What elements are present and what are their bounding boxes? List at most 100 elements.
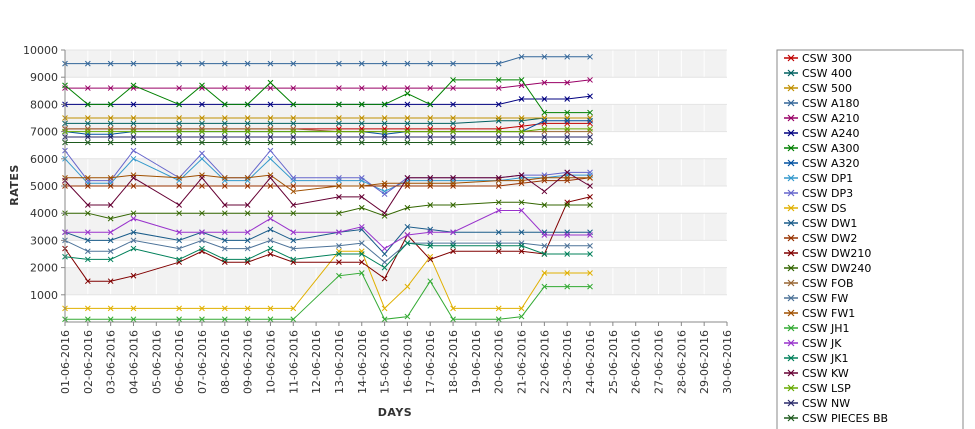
data-point-marker — [587, 251, 593, 257]
legend-label: CSW FOB — [802, 277, 854, 290]
legend-label: CSW DW1 — [802, 217, 857, 230]
legend-item: CSW DP3 — [784, 187, 853, 200]
series-group — [62, 53, 593, 67]
data-point-marker — [290, 139, 297, 146]
data-point-marker — [244, 245, 251, 252]
x-tick-label: 05-06-2016 — [150, 330, 163, 394]
data-point-marker — [450, 174, 456, 181]
data-point-marker — [199, 210, 205, 217]
data-point-marker — [450, 242, 456, 249]
data-point-marker — [381, 128, 388, 135]
data-point-marker — [244, 183, 251, 189]
data-point-marker — [518, 134, 525, 140]
data-point-marker — [130, 101, 137, 108]
data-point-marker — [450, 115, 456, 121]
legend-marker — [787, 144, 795, 152]
data-point-marker — [404, 313, 411, 320]
legend-label: CSW DW2 — [802, 232, 857, 245]
legend-label: CSW KW — [802, 367, 849, 380]
data-point-marker — [199, 183, 205, 189]
y-tick-label: 7000 — [30, 126, 58, 139]
data-point-marker — [518, 207, 525, 214]
data-point-marker — [290, 128, 297, 135]
data-point-marker — [267, 237, 274, 244]
data-point-marker — [221, 316, 228, 323]
series-group — [62, 169, 593, 217]
data-point-marker — [381, 85, 388, 91]
y-tick-label: 3000 — [30, 234, 58, 247]
data-point-marker — [427, 134, 434, 140]
data-point-marker — [404, 120, 411, 127]
legend-label: CSW 400 — [802, 67, 852, 80]
data-point-marker — [107, 248, 114, 255]
legend-marker — [787, 84, 795, 92]
data-point-marker — [336, 101, 342, 108]
data-point-marker — [290, 101, 297, 108]
legend-marker — [787, 69, 795, 77]
data-point-marker — [107, 101, 114, 108]
legend-marker — [787, 159, 795, 167]
data-point-marker — [404, 204, 411, 211]
data-point-marker — [587, 53, 593, 60]
data-point-marker — [427, 256, 434, 263]
legend-marker — [787, 219, 795, 227]
legend-label: CSW A210 — [802, 112, 860, 125]
x-tick-label: 22-06-2016 — [538, 330, 551, 394]
x-tick-label: 02-06-2016 — [82, 330, 95, 394]
data-point-marker — [130, 305, 137, 312]
x-tick-label: 26-06-2016 — [630, 330, 643, 394]
x-tick-label: 03-06-2016 — [105, 330, 118, 394]
data-point-marker — [495, 305, 502, 312]
data-point-marker — [84, 120, 91, 127]
data-point-marker — [358, 251, 365, 257]
data-point-marker — [427, 202, 434, 208]
x-tick-label: 19-06-2016 — [470, 330, 483, 394]
data-point-marker — [221, 305, 228, 312]
data-point-marker — [290, 229, 297, 236]
data-point-marker — [107, 85, 114, 91]
legend-item: CSW DP1 — [784, 172, 853, 185]
y-tick-label: 5000 — [30, 180, 58, 193]
data-point-marker — [176, 183, 182, 189]
data-point-marker — [267, 155, 274, 162]
data-point-marker — [267, 134, 274, 140]
data-point-marker — [221, 101, 228, 108]
data-point-marker — [221, 237, 228, 244]
data-point-marker — [541, 96, 548, 102]
data-point-marker — [404, 90, 411, 97]
data-point-marker — [221, 85, 228, 91]
data-point-marker — [176, 85, 182, 91]
data-point-marker — [130, 183, 137, 189]
data-point-marker — [427, 278, 434, 285]
data-point-marker — [427, 242, 434, 249]
data-point-marker — [290, 115, 297, 121]
data-point-marker — [176, 60, 182, 67]
data-point-marker — [404, 283, 411, 290]
data-point-marker — [130, 139, 137, 146]
data-point-marker — [176, 128, 182, 135]
series-lines — [62, 53, 593, 323]
x-tick-label: 11-06-2016 — [287, 330, 300, 394]
data-point-marker — [130, 134, 137, 140]
plot-band — [65, 158, 727, 186]
data-point-marker — [221, 202, 228, 208]
y-axis-title: RATES — [8, 164, 21, 206]
data-point-marker — [358, 240, 365, 246]
data-point-marker — [518, 77, 525, 83]
data-point-marker — [495, 134, 502, 140]
data-point-marker — [290, 174, 297, 181]
data-point-marker — [336, 128, 342, 135]
data-point-marker — [290, 237, 297, 244]
data-point-marker — [107, 202, 114, 208]
data-point-marker — [130, 272, 137, 279]
x-tick-label: 28-06-2016 — [675, 330, 688, 394]
data-point-marker — [221, 115, 228, 121]
data-point-marker — [290, 188, 297, 195]
data-point-marker — [199, 128, 205, 135]
series-group — [62, 115, 593, 121]
data-point-marker — [267, 226, 274, 233]
data-point-marker — [541, 188, 548, 195]
data-point-marker — [358, 204, 365, 211]
data-point-marker — [199, 245, 205, 252]
data-point-marker — [290, 210, 297, 217]
